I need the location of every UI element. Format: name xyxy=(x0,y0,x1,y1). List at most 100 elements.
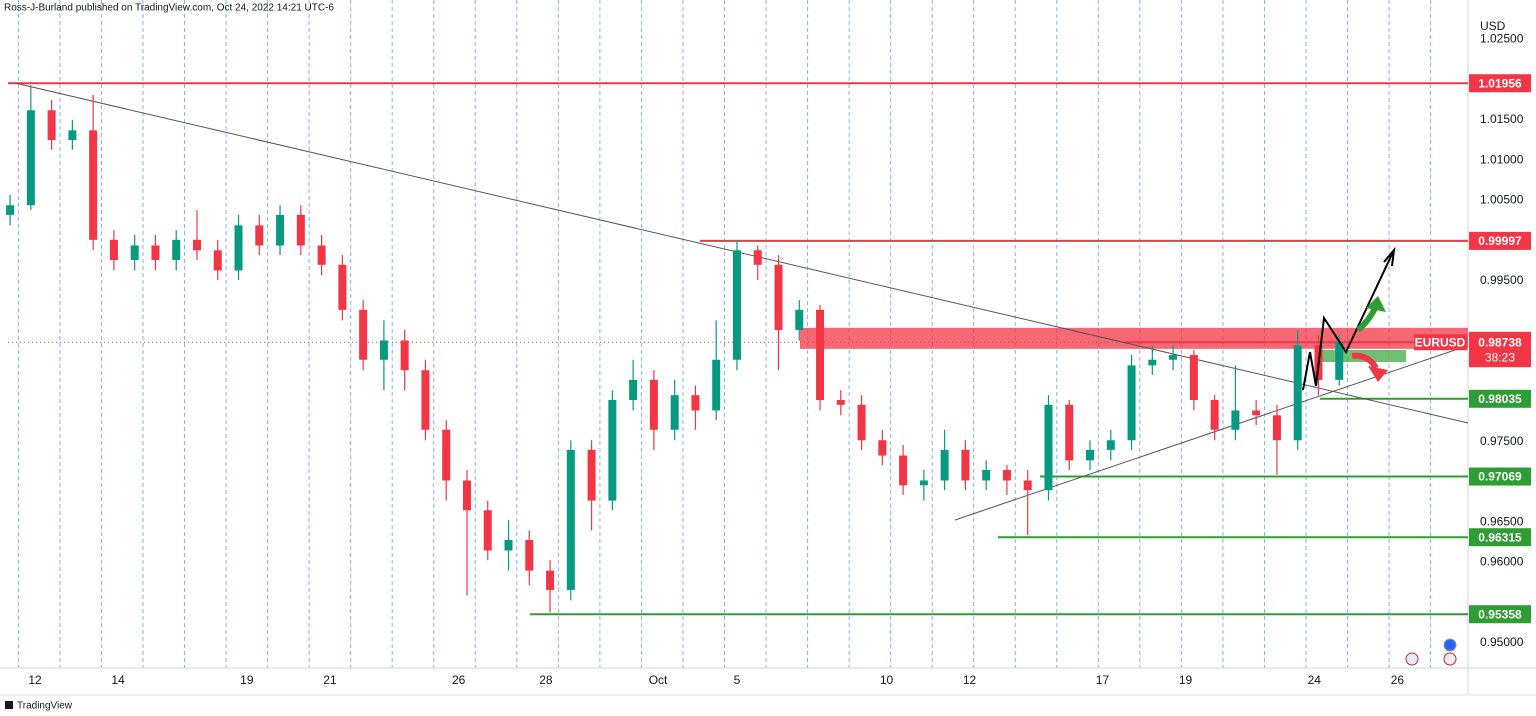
grid xyxy=(17,0,1432,668)
candle-body xyxy=(421,370,430,430)
level-label: 0.95358 xyxy=(1478,607,1522,621)
candle-body xyxy=(1148,359,1157,366)
y-tick-label: 1.00500 xyxy=(1480,193,1524,207)
candle-body xyxy=(1023,480,1032,491)
x-tick-label: 26 xyxy=(1391,673,1405,687)
candle-body xyxy=(379,340,388,360)
x-tick-label: 14 xyxy=(111,673,125,687)
candle-body xyxy=(774,264,783,330)
candle-body xyxy=(504,540,513,551)
candle-body xyxy=(691,395,700,411)
arrow-head xyxy=(1383,246,1396,267)
candle-body xyxy=(732,250,741,360)
level-label: 0.99997 xyxy=(1478,234,1522,248)
x-tick-label: 10 xyxy=(880,673,894,687)
level-label-bg xyxy=(1469,528,1531,547)
level-label-bg xyxy=(1469,74,1531,93)
x-tick-label: 19 xyxy=(1179,673,1193,687)
symbol-tag-bg xyxy=(1414,334,1467,351)
candle-body xyxy=(712,359,721,411)
trendline xyxy=(14,82,1469,424)
price-label: 0.98738 xyxy=(1478,335,1522,349)
projection xyxy=(1302,251,1394,391)
candle-body xyxy=(587,449,596,501)
candle-body xyxy=(1086,449,1095,461)
candle-body xyxy=(940,449,949,481)
candle-body xyxy=(47,110,56,141)
candle-body xyxy=(795,309,804,330)
candle-body xyxy=(836,399,845,405)
axes: 12 14 19 21 26 28 Oct 5 10 12 17 19 24 26 1.02500 1.015… xyxy=(28,32,1531,687)
x-tick-label: 12 xyxy=(963,673,977,687)
candle-body xyxy=(961,449,970,481)
down-arrow-head xyxy=(1368,366,1388,382)
candle-body xyxy=(919,480,928,486)
level-label-bg xyxy=(1469,389,1531,408)
candle-body xyxy=(1044,404,1053,491)
x-tick-label: 19 xyxy=(240,673,254,687)
annotations xyxy=(1302,246,1396,391)
candle-body xyxy=(338,264,347,310)
level-label: 0.98035 xyxy=(1478,392,1522,406)
symbol-tag: EURUSD xyxy=(1415,335,1466,349)
trendlines xyxy=(14,82,1469,521)
x-tick-label: 28 xyxy=(539,673,553,687)
candle-body xyxy=(753,250,762,265)
y-tick-label: 1.01000 xyxy=(1480,152,1524,166)
candle-body xyxy=(629,379,638,400)
x-tick-label: 5 xyxy=(734,673,741,687)
candle-body xyxy=(255,225,264,246)
level-label: 0.96315 xyxy=(1478,530,1522,544)
candle-body xyxy=(899,455,908,486)
candle-body xyxy=(649,379,658,430)
y-tick-label: 1.01500 xyxy=(1480,112,1524,126)
candle-body xyxy=(1169,354,1178,360)
candle-body xyxy=(857,404,866,441)
candle-body xyxy=(1106,440,1115,450)
candle-body xyxy=(670,395,679,430)
candle-body xyxy=(89,130,98,240)
y-tick-label: 1.02500 xyxy=(1480,32,1524,46)
candle-body xyxy=(816,309,825,400)
candle-body xyxy=(462,480,471,511)
candle-body xyxy=(317,245,326,265)
icon xyxy=(1443,652,1457,666)
y-tick-label: 0.99500 xyxy=(1480,273,1524,287)
candle-body xyxy=(6,205,15,215)
candle-body xyxy=(172,239,181,260)
y-tick-label: 0.97500 xyxy=(1480,434,1524,448)
x-tick-label: 17 xyxy=(1096,673,1110,687)
y-tick-label: 0.96000 xyxy=(1480,555,1524,569)
candle-body xyxy=(878,440,887,456)
candle-body xyxy=(296,214,305,246)
candle-body xyxy=(26,110,35,206)
candle-body xyxy=(359,309,368,360)
candle-body xyxy=(1065,404,1074,461)
x-tick-label: 26 xyxy=(452,673,466,687)
axis-unit: USD xyxy=(1480,19,1506,33)
icons xyxy=(1405,638,1457,666)
candle-body xyxy=(109,239,118,260)
candle-body xyxy=(1335,342,1344,380)
up-arrow-head xyxy=(1366,296,1386,312)
logo-mark xyxy=(5,701,13,709)
candle-body xyxy=(483,510,492,551)
trendline xyxy=(954,349,1456,521)
candle-body xyxy=(982,470,991,481)
candle-body xyxy=(151,245,160,260)
y-tick-label: 0.96500 xyxy=(1480,514,1524,528)
level-label-bg xyxy=(1469,231,1531,250)
candle-body xyxy=(566,449,575,590)
candle-body xyxy=(1272,415,1281,441)
candle-body xyxy=(1210,399,1219,430)
x-tick-label: 24 xyxy=(1308,673,1322,687)
candle-body xyxy=(1127,365,1136,441)
level-label-bg xyxy=(1469,605,1531,624)
candle-body xyxy=(525,540,534,571)
resistance-zone xyxy=(800,327,1468,349)
level-label: 0.97069 xyxy=(1478,470,1522,484)
logo: TradingView xyxy=(5,701,73,712)
